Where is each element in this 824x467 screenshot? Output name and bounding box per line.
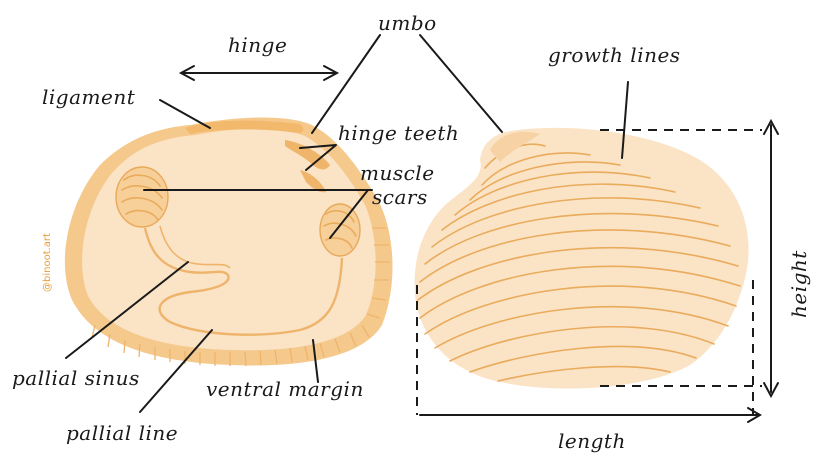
- growth-lines-label: growth lines: [548, 43, 681, 67]
- shell-interior: [64, 117, 393, 367]
- shell-exterior: [414, 127, 749, 389]
- umbo-beak: [490, 131, 540, 162]
- growth-lines: [417, 143, 741, 382]
- anterior-muscle-scar: [115, 166, 169, 228]
- umbo-label: umbo: [378, 11, 437, 35]
- muscle-label: muscle: [360, 161, 435, 185]
- height-dimension: [600, 118, 779, 399]
- pallial-sinus-label: pallial sinus: [12, 366, 140, 390]
- hinge-label: hinge: [228, 33, 287, 57]
- hinge-dimension: [178, 65, 340, 81]
- ventral-margin-hatching: [91, 227, 390, 367]
- hinge-teeth-label: hinge teeth: [338, 121, 459, 145]
- pallial-line-label: pallial line: [66, 421, 178, 445]
- height-label: height: [787, 250, 811, 318]
- length-label: length: [558, 429, 626, 453]
- ligament-shape: [185, 120, 304, 134]
- watermark-text: @binoot.art: [42, 233, 53, 292]
- scars-label: scars: [372, 185, 428, 209]
- leader-lines: [65, 34, 629, 413]
- pallial-line-path: [143, 227, 344, 336]
- ventral-margin-label: ventral margin: [206, 377, 364, 401]
- shell-exterior-outline: [414, 127, 749, 389]
- length-dimension: [416, 280, 762, 423]
- ligament-label: ligament: [42, 85, 136, 109]
- hinge-teeth-shape: [285, 140, 330, 193]
- posterior-muscle-scar: [319, 203, 361, 257]
